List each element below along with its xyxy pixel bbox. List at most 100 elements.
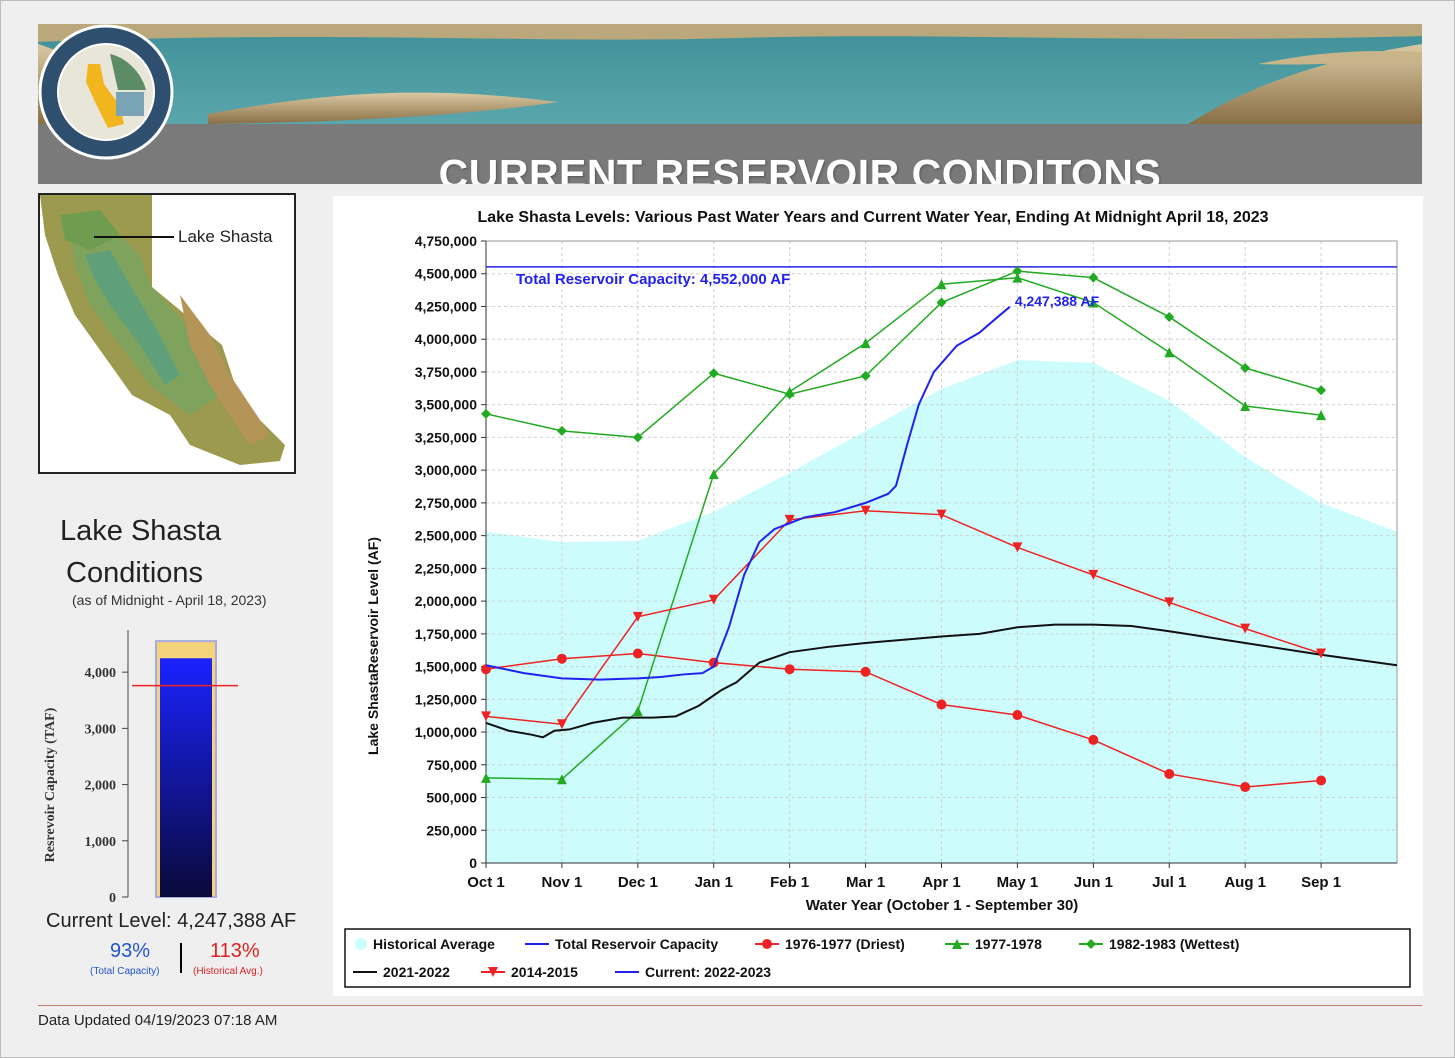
y-tick-label: 750,000 — [426, 757, 477, 773]
data-point — [632, 648, 643, 659]
lake-photo — [38, 24, 1422, 184]
data-point — [936, 279, 947, 290]
y-tick-label: 1,000,000 — [415, 724, 477, 740]
data-point — [1012, 266, 1023, 277]
pct-total-capacity: 93% — [110, 940, 151, 962]
series-line — [485, 509, 1322, 725]
gauge-tick-label: 2,000 — [85, 779, 117, 794]
plot-area: 0 250,000 500,000 750,000 1,000,000 1,250,000… — [415, 233, 1398, 891]
x-tick-label: Feb 1 — [770, 874, 809, 891]
data-point — [556, 653, 567, 664]
x-tick-label: May 1 — [997, 874, 1039, 891]
legend-label: Total Reservoir Capacity — [555, 936, 718, 952]
y-tick-label: 2,000,000 — [415, 593, 477, 609]
data-point — [708, 368, 719, 379]
chart-legend: Historical Average Total Reservoir Capaci… — [353, 936, 1239, 980]
legend-swatch — [355, 938, 367, 950]
legend-label: 1977-1978 — [975, 936, 1042, 952]
legend-label: 2014-2015 — [511, 964, 578, 980]
gauge-tick-label: 3,000 — [85, 722, 117, 737]
map-pointer-line — [94, 236, 174, 238]
gauge-tick-label: 4,000 — [85, 666, 117, 681]
y-tick-label: 4,250,000 — [415, 298, 477, 314]
x-tick-label: Apr 1 — [922, 874, 960, 891]
data-point — [556, 425, 567, 436]
y-tick-label: 4,500,000 — [415, 266, 477, 282]
data-point — [1088, 297, 1099, 308]
legend-item: Historical Average — [355, 936, 495, 952]
data-point — [860, 370, 871, 381]
legend-label: 1982-1983 (Wettest) — [1109, 936, 1239, 952]
y-tick-label: 0 — [469, 855, 477, 871]
data-point — [936, 509, 947, 520]
pct-historical-avg: 113% — [210, 940, 260, 962]
data-point — [481, 408, 491, 419]
y-tick-label: 3,750,000 — [415, 364, 477, 380]
y-tick-label: 1,750,000 — [415, 626, 477, 642]
legend-item: 1982-1983 (Wettest) — [1079, 936, 1239, 952]
legend-label: Historical Average — [373, 936, 495, 952]
data-point — [1164, 311, 1175, 322]
data-point — [860, 666, 871, 677]
series-line — [485, 306, 1011, 681]
data-point — [1240, 400, 1251, 411]
legend-item: 1977-1978 — [945, 936, 1042, 952]
legend-label: 1976-1977 (Driest) — [785, 936, 905, 952]
legend-label: Current: 2022-2023 — [645, 964, 771, 980]
series-line — [485, 276, 1322, 780]
data-point — [1088, 569, 1099, 580]
y-tick-label: 250,000 — [426, 822, 477, 838]
series-1982-1983-wettest — [481, 266, 1327, 443]
data-point — [1088, 272, 1099, 283]
y-tick-label: 4,000,000 — [415, 331, 477, 347]
series-line — [485, 652, 1322, 788]
map-location-label: Lake Shasta — [178, 227, 273, 246]
y-tick-label: 1,500,000 — [415, 659, 477, 675]
conditions-title-line1: Lake Shasta — [60, 515, 222, 547]
data-point — [1088, 734, 1099, 745]
data-point — [784, 664, 795, 675]
x-tick-label: Dec 1 — [618, 874, 658, 891]
x-tick-label: Sep 1 — [1301, 874, 1341, 891]
x-tick-label: Jun 1 — [1074, 874, 1113, 891]
data-point — [860, 505, 871, 516]
data-point — [1240, 782, 1251, 793]
pct-separator — [180, 943, 182, 973]
y-tick-label: 3,250,000 — [415, 429, 477, 445]
data-point — [632, 706, 643, 717]
data-point — [556, 719, 567, 730]
current-value-label: 4,247,388 AF — [1015, 293, 1100, 309]
y-tick-label: 500,000 — [426, 790, 477, 806]
california-terrain-map — [40, 195, 294, 472]
data-point — [784, 389, 795, 400]
california-map: Lake Shasta — [38, 193, 296, 474]
x-tick-label: Aug 1 — [1224, 874, 1266, 891]
gauge-tick-label: 1,000 — [85, 835, 117, 850]
series-current-2022-2023 — [485, 306, 1011, 681]
pct-historical-avg-label: (Historical Avg.) — [193, 966, 263, 977]
capacity-gauge: Resrevoir Capacity (TAF) 4,000 3,000 2,000… — [43, 630, 238, 906]
series-2014-2015 — [481, 505, 1327, 730]
data-point — [1164, 768, 1175, 779]
legend-marker — [488, 967, 498, 977]
data-point — [1164, 597, 1175, 608]
footer-divider — [38, 1005, 1422, 1006]
conditions-title-line2: Conditions — [66, 557, 204, 589]
header-banner: CURRENT RESERVOIR CONDITONS — [38, 24, 1422, 184]
dwr-seal-icon — [38, 24, 174, 160]
y-tick-label: 2,500,000 — [415, 528, 477, 544]
x-tick-label: Oct 1 — [467, 874, 505, 891]
data-point — [1012, 542, 1023, 553]
reservoir-levels-chart: Lake Shasta Levels: Various Past Water Y… — [344, 209, 1411, 988]
historical-average-area — [486, 360, 1397, 863]
data-point — [708, 594, 719, 605]
chart-xlabel: Water Year (October 1 - September 30) — [806, 897, 1079, 914]
data-point — [632, 611, 643, 622]
chart-panel: Lake Shasta Levels: Various Past Water Y… — [333, 196, 1423, 996]
data-point — [1316, 385, 1327, 396]
gauge-ticks: 4,000 3,000 2,000 1,000 0 — [85, 666, 128, 906]
data-point — [1316, 775, 1327, 786]
gauge-ylabel: Resrevoir Capacity (TAF) — [43, 707, 58, 862]
data-point — [632, 432, 643, 443]
data-point — [784, 514, 795, 525]
